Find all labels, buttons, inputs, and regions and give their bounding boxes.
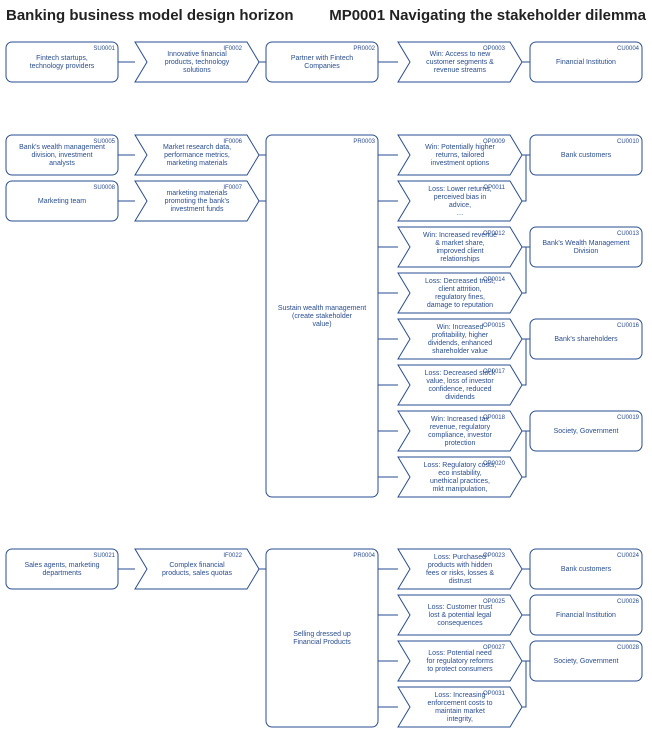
node-text: Financial Institution [556,612,616,619]
node-su1: SU0001 Fintech startups,technology provid… [6,42,118,82]
node-id: CU0010 [617,139,640,145]
node-op7: OP0017Loss: Decreased stockvalue, loss o… [398,365,522,405]
node-id: IF0022 [223,553,242,559]
node-id: SU0008 [93,185,115,191]
node-id: PR0002 [353,46,375,52]
node-op10: OP0023Loss: Purchasedproducts with hidde… [398,549,522,589]
node-id: OP0015 [483,323,506,329]
node-text: Loss: Regulatory costs,eco instability,u… [424,462,497,493]
node-id: CU0028 [617,645,640,651]
node-text: Win: Increasedprofitability, higherdivid… [428,324,492,355]
node-id: CU0004 [617,46,640,52]
node-if1: IF0002Innovative financialproducts, tech… [135,42,259,82]
node-op6: OP0015Win: Increasedprofitability, highe… [398,319,522,359]
edge [522,661,530,707]
node-text: Society, Government [554,658,619,665]
node-op13: OP0031Loss: Increasingenforcement costs … [398,687,522,727]
node-text: marketing materialspromoting the bank'si… [165,190,230,213]
node-op4: OP0012Win: Increased revenue& market sha… [398,227,522,267]
node-id: CU0024 [617,553,640,559]
node-op1: OP0003Win: Access to newcustomer segment… [398,42,522,82]
node-op3: OP0011Loss: Lower returns,perceived bias… [398,181,522,221]
node-id: PR0003 [353,139,375,145]
node-if4: IF0022 Complex financialproducts, sales q… [135,549,259,589]
node-text: Society, Government [554,428,619,435]
node-su4: SU0021Sales agents, marketingdepartments [6,549,118,589]
node-id: OP0023 [483,553,506,559]
node-text: Market research data,performance metrics… [163,144,231,167]
node-pr3: PR0004 Selling dressed upFinancial Produc… [266,549,378,727]
node-cu1: CU0004 Financial Institution [530,42,642,82]
node-id: CU0016 [617,323,640,329]
node-op5: OP0014Loss: Decreased trust,client attri… [398,273,522,313]
node-op8: OP0018Win: Increased taxrevenue, regulat… [398,411,522,451]
node-text: Loss: Potential needfor regulatory refor… [427,650,494,673]
node-cu8: CU0028 Society, Government [530,641,642,681]
node-cu5: CU0019 Society, Government [530,411,642,451]
node-op11: OP0025Loss: Customer trustlost & potenti… [398,595,522,635]
node-text: Selling dressed upFinancial Products [293,631,351,646]
node-text: Financial Institution [556,59,616,66]
diagram-canvas: Banking business model design horizon MP0… [0,0,652,747]
node-if3: IF0007marketing materialspromoting the b… [135,181,259,221]
node-su2: SU0005Bank's wealth managementdivision, … [6,135,118,175]
node-cu7: CU0026 Financial Institution [530,595,642,635]
node-text: Marketing team [38,198,86,205]
node-text: Bank's shareholders [554,336,618,343]
node-su3: SU0008 Marketing team [6,181,118,221]
node-text: Fintech startups,technology providers [30,55,95,70]
node-if2: IF0006Market research data,performance m… [135,135,259,175]
node-cu3: CU0013Bank's Wealth ManagementDivision [530,227,642,267]
node-id: CU0026 [617,599,640,605]
node-text: Bank customers [561,152,612,159]
node-cu6: CU0024 Bank customers [530,549,642,589]
node-cu2: CU0010 Bank customers [530,135,642,175]
node-text: Bank customers [561,566,612,573]
node-cu4: CU0016 Bank's shareholders [530,319,642,359]
node-id: PR0004 [353,553,375,559]
node-id: OP0031 [483,691,506,697]
node-op12: OP0027Loss: Potential needfor regulatory… [398,641,522,681]
node-id: SU0021 [93,553,115,559]
node-pr1: PR0002Partner with FintechCompanies [266,42,378,82]
edge [522,431,530,477]
title-right: MP0001 Navigating the stakeholder dilemm… [329,7,646,24]
edge [522,247,530,293]
node-text: Win: Access to newcustomer segments &rev… [426,51,494,74]
node-id: CU0013 [617,231,640,237]
node-id: CU0019 [617,415,640,421]
node-id: SU0001 [93,46,115,52]
node-text: Complex financialproducts, sales quotas [162,562,233,577]
node-op2: OP0009Win: Potentially higherreturns, ta… [398,135,522,175]
edge [522,339,530,385]
edge [522,155,530,201]
node-pr2: PR0003Sustain wealth management(create s… [266,135,378,497]
node-text: Loss: Decreased trust,client attrition,r… [425,278,495,309]
nodes-layer: SU0001 Fintech startups,technology provid… [6,42,642,727]
node-op9: OP0020Loss: Regulatory costs,eco instabi… [398,457,522,497]
title-left: Banking business model design horizon [6,7,294,24]
